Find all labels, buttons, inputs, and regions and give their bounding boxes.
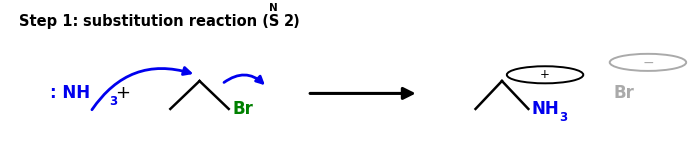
Text: Br: Br bbox=[613, 84, 634, 102]
Text: 2): 2) bbox=[284, 14, 301, 29]
Text: NH: NH bbox=[531, 100, 559, 118]
FancyArrowPatch shape bbox=[224, 75, 262, 83]
Text: +: + bbox=[540, 68, 550, 81]
Text: −: − bbox=[642, 55, 654, 69]
FancyArrowPatch shape bbox=[310, 88, 413, 98]
Text: substitution reaction (S: substitution reaction (S bbox=[83, 14, 279, 29]
Text: N: N bbox=[269, 4, 278, 13]
Text: 3: 3 bbox=[109, 96, 117, 108]
Text: +: + bbox=[116, 84, 131, 102]
Text: : NH: : NH bbox=[50, 84, 90, 102]
Text: Step 1:: Step 1: bbox=[19, 14, 83, 29]
Text: 3: 3 bbox=[559, 111, 567, 124]
FancyArrowPatch shape bbox=[92, 68, 191, 110]
Text: Br: Br bbox=[232, 100, 253, 118]
